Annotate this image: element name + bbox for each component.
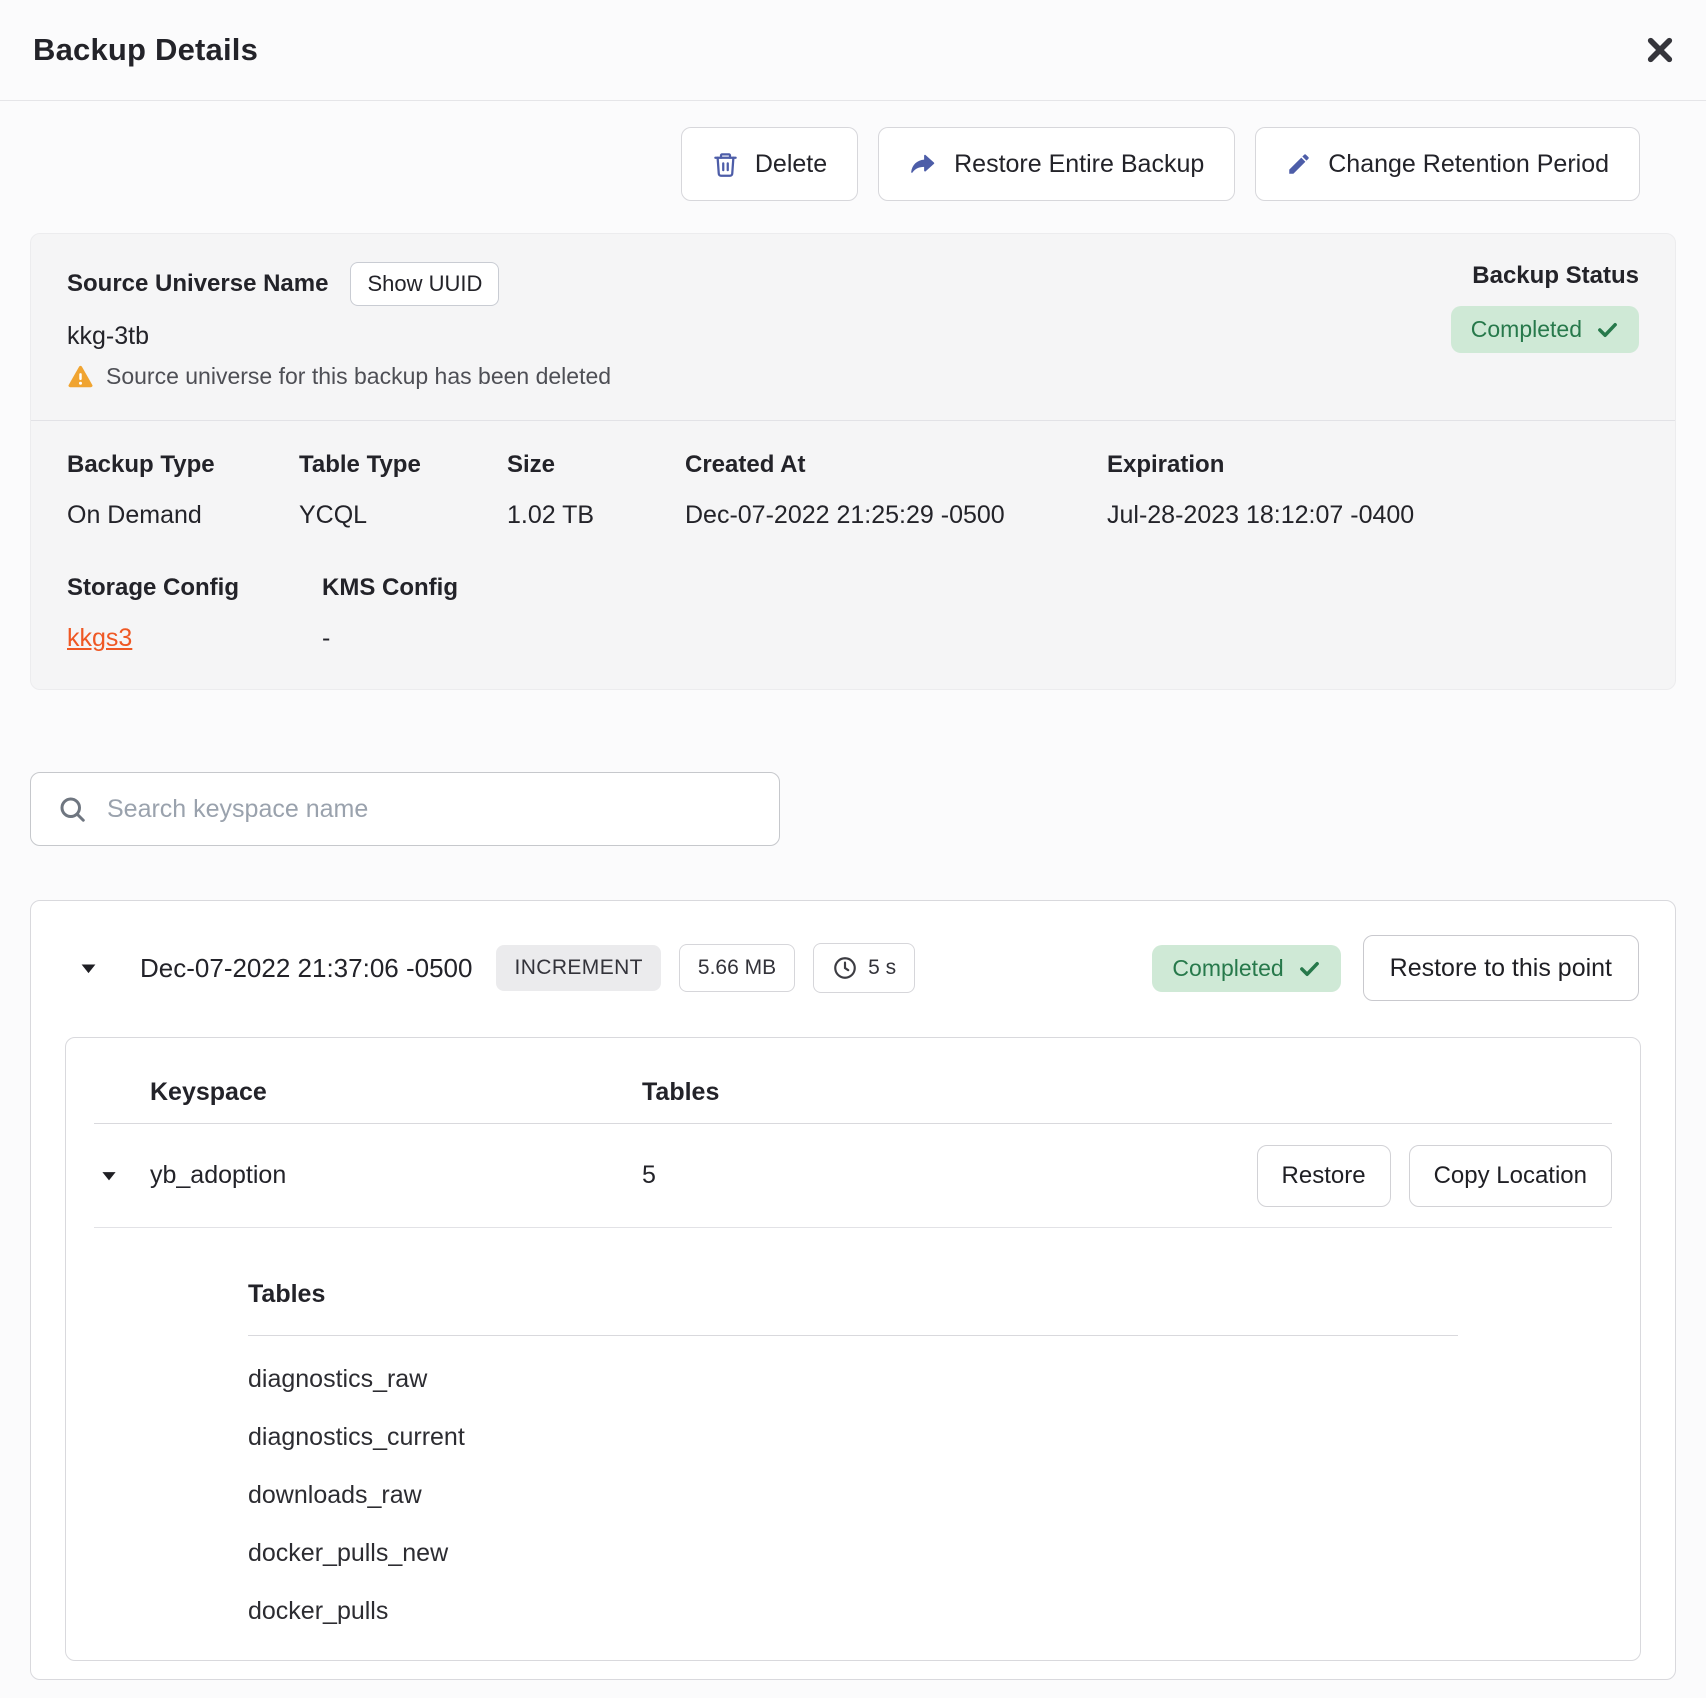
increment-header-row: Dec-07-2022 21:37:06 -0500 INCREMENT 5.6… bbox=[31, 901, 1675, 1001]
check-icon bbox=[1596, 318, 1619, 341]
status-badge-text: Completed bbox=[1470, 316, 1582, 342]
source-universe-name: kkg-3tb bbox=[67, 322, 149, 350]
table-list-item: diagnostics_raw bbox=[248, 1364, 428, 1393]
search-icon bbox=[57, 794, 87, 824]
tables-column-header: Tables bbox=[642, 1078, 720, 1106]
warning-text: Source universe for this backup has been… bbox=[106, 363, 612, 389]
warning-icon bbox=[67, 363, 94, 390]
keyspace-search bbox=[30, 772, 780, 846]
trash-icon bbox=[712, 151, 739, 178]
keyspace-expand-caret-icon[interactable] bbox=[94, 1161, 150, 1191]
increment-duration-text: 5 s bbox=[868, 956, 897, 979]
increment-card: Dec-07-2022 21:37:06 -0500 INCREMENT 5.6… bbox=[30, 900, 1676, 1680]
delete-button[interactable]: Delete bbox=[680, 127, 859, 201]
restore-arrow-icon bbox=[909, 150, 938, 179]
status-badge: Completed bbox=[1450, 306, 1639, 353]
increment-expand-caret-icon[interactable] bbox=[73, 953, 104, 984]
storage-config-link[interactable]: kkgs3 bbox=[67, 624, 133, 652]
summary-top-section: Source Universe Name Show UUID kkg-3tb S… bbox=[31, 234, 1675, 421]
increment-timestamp: Dec-07-2022 21:37:06 -0500 bbox=[140, 952, 473, 983]
restore-to-this-point-button[interactable]: Restore to this point bbox=[1362, 935, 1639, 1001]
increment-status-badge: Completed bbox=[1152, 944, 1341, 992]
kms-config-value: - bbox=[322, 624, 331, 652]
keyspace-table-card: Keyspace Tables yb_adoption 5 Restore Co… bbox=[65, 1037, 1641, 1661]
field-kms-config: KMS Config - bbox=[322, 574, 458, 652]
keyspace-name: yb_adoption bbox=[150, 1161, 287, 1189]
field-backup-type: Backup Type On Demand bbox=[67, 451, 215, 529]
field-table-type: Table Type YCQL bbox=[299, 451, 421, 529]
field-size: Size 1.02 TB bbox=[507, 451, 595, 529]
table-list-item: docker_pulls bbox=[248, 1596, 389, 1625]
action-toolbar: Delete Restore Entire Backup Change Rete… bbox=[30, 127, 1640, 201]
clock-icon bbox=[832, 955, 858, 981]
close-icon bbox=[1644, 34, 1676, 66]
keyspace-row: yb_adoption 5 Restore Copy Location bbox=[94, 1124, 1612, 1228]
delete-button-label: Delete bbox=[754, 149, 828, 178]
keyspace-restore-button[interactable]: Restore bbox=[1256, 1144, 1391, 1207]
keyspace-column-header: Keyspace bbox=[150, 1078, 267, 1106]
keyspace-table-count: 5 bbox=[642, 1161, 656, 1189]
tables-sublist-header: Tables bbox=[248, 1228, 1458, 1336]
restore-entire-backup-label: Restore Entire Backup bbox=[954, 149, 1205, 178]
change-retention-period-label: Change Retention Period bbox=[1328, 149, 1609, 178]
increment-status-text: Completed bbox=[1172, 954, 1284, 981]
universe-deleted-warning: Source universe for this backup has been… bbox=[67, 363, 611, 390]
source-universe-label: Source Universe Name bbox=[67, 270, 329, 297]
close-button[interactable] bbox=[1638, 28, 1682, 72]
backup-summary-panel: Source Universe Name Show UUID kkg-3tb S… bbox=[30, 233, 1676, 690]
copy-location-button[interactable]: Copy Location bbox=[1408, 1144, 1612, 1207]
increment-duration-chip: 5 s bbox=[813, 943, 916, 993]
table-list-item: downloads_raw bbox=[248, 1480, 422, 1509]
page-title: Backup Details bbox=[33, 32, 259, 67]
increment-type-badge: INCREMENT bbox=[496, 945, 661, 991]
table-list-item: docker_pulls_new bbox=[248, 1538, 449, 1567]
table-list-item: diagnostics_current bbox=[248, 1422, 465, 1451]
search-input[interactable] bbox=[107, 794, 753, 824]
check-icon bbox=[1298, 957, 1321, 980]
backup-status-block: Backup Status Completed bbox=[1450, 262, 1639, 390]
pencil-icon bbox=[1286, 151, 1312, 177]
modal-header: Backup Details bbox=[0, 0, 1706, 101]
backup-status-label: Backup Status bbox=[1472, 262, 1639, 289]
field-storage-config: Storage Config kkgs3 bbox=[67, 574, 239, 652]
summary-fields-section: Backup Type On Demand Table Type YCQL Si… bbox=[31, 421, 1675, 689]
restore-entire-backup-button[interactable]: Restore Entire Backup bbox=[878, 127, 1236, 201]
tables-sublist: Tables diagnostics_raw diagnostics_curre… bbox=[248, 1228, 1458, 1640]
show-uuid-button[interactable]: Show UUID bbox=[350, 262, 500, 306]
change-retention-period-button[interactable]: Change Retention Period bbox=[1255, 127, 1640, 201]
increment-size-chip: 5.66 MB bbox=[678, 944, 796, 992]
source-universe-block: Source Universe Name Show UUID kkg-3tb S… bbox=[67, 262, 611, 390]
field-expiration: Expiration Jul-28-2023 18:12:07 -0400 bbox=[1107, 451, 1415, 529]
field-created-at: Created At Dec-07-2022 21:25:29 -0500 bbox=[685, 451, 1005, 529]
keyspace-table-header: Keyspace Tables bbox=[94, 1038, 1612, 1124]
